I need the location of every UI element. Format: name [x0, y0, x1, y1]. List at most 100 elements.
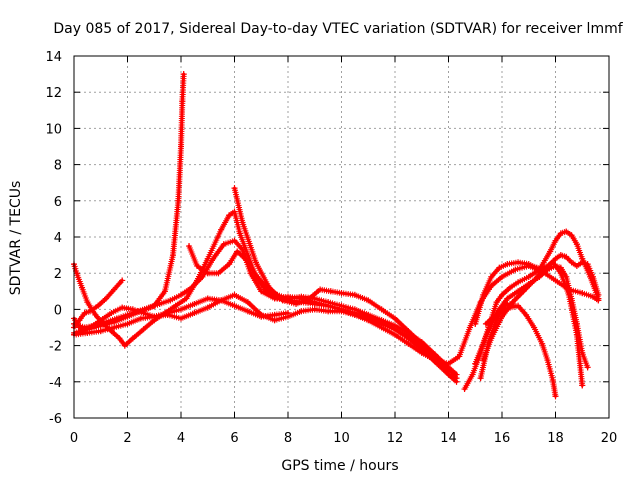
data-point — [544, 357, 551, 364]
data-point — [231, 237, 238, 244]
y-tick-label: -2 — [49, 340, 62, 355]
data-point — [378, 306, 385, 313]
data-point — [405, 328, 412, 335]
data-point — [172, 302, 179, 309]
data-point — [584, 261, 591, 268]
data-point — [531, 324, 538, 331]
data-point — [204, 270, 211, 277]
data-point — [365, 297, 372, 304]
data-point — [239, 246, 246, 253]
data-point — [461, 386, 468, 393]
data-point — [231, 185, 238, 192]
data-point — [271, 311, 278, 318]
data-point — [504, 300, 511, 307]
data-point — [116, 335, 123, 342]
data-point — [488, 282, 495, 289]
data-point — [488, 273, 495, 280]
data-point — [378, 320, 385, 327]
y-tick-label: 10 — [45, 122, 62, 137]
data-point — [533, 264, 540, 271]
data-point — [236, 230, 243, 237]
data-point — [579, 259, 586, 266]
y-tick-label: -4 — [49, 376, 62, 391]
data-point — [482, 320, 489, 327]
data-point — [188, 284, 195, 291]
data-point — [549, 259, 556, 266]
data-point — [129, 306, 136, 313]
data-point — [279, 297, 286, 304]
x-tick-label: 4 — [177, 431, 185, 446]
data-point — [531, 277, 538, 284]
data-point — [218, 297, 225, 304]
data-point — [179, 98, 186, 105]
data-point — [204, 295, 211, 302]
data-point — [210, 255, 217, 262]
data-point — [178, 143, 184, 150]
data-point — [258, 313, 265, 320]
data-point — [215, 270, 222, 277]
data-point — [338, 302, 345, 309]
data-point — [226, 212, 233, 219]
data-point — [293, 300, 300, 307]
data-point — [151, 302, 158, 309]
data-point — [178, 315, 184, 322]
data-point — [151, 313, 158, 320]
data-point — [97, 317, 104, 324]
y-tick-labels: -6 -4 -2 0 2 4 6 8 10 12 14 — [45, 50, 62, 427]
data-point — [298, 308, 305, 315]
data-point — [563, 253, 570, 260]
data-point — [552, 393, 559, 400]
data-point — [167, 297, 174, 304]
data-point — [124, 313, 131, 320]
data-point — [418, 349, 425, 356]
data-point — [432, 353, 439, 360]
data-point — [504, 261, 511, 268]
data-point — [97, 328, 104, 335]
data-point — [124, 320, 131, 327]
data-point — [507, 304, 514, 311]
data-point — [453, 375, 460, 382]
data-point — [499, 291, 505, 298]
data-point — [111, 286, 118, 293]
x-tick-label: 2 — [123, 431, 131, 446]
data-point — [552, 255, 559, 262]
data-point — [584, 364, 591, 371]
data-point — [231, 302, 238, 309]
data-point — [311, 306, 318, 313]
x-tick-label: 0 — [70, 431, 78, 446]
data-point — [351, 306, 358, 313]
data-point — [252, 272, 259, 279]
data-point — [97, 322, 104, 329]
data-point — [244, 299, 251, 306]
data-point — [103, 295, 110, 302]
data-point — [568, 232, 575, 239]
data-point — [579, 382, 586, 389]
y-tick-label: 4 — [54, 231, 62, 246]
data-point — [541, 264, 548, 271]
data-point — [325, 299, 332, 306]
x-tick-label: 18 — [547, 431, 564, 446]
data-point — [365, 315, 372, 322]
data-point — [515, 279, 522, 286]
data-point — [231, 208, 238, 215]
data-point — [178, 306, 184, 313]
data-point — [108, 310, 115, 317]
data-point — [472, 320, 479, 327]
data-point — [119, 304, 126, 311]
data-point — [244, 308, 251, 315]
data-point — [242, 255, 249, 262]
data-point — [178, 291, 184, 298]
data-point — [129, 335, 136, 342]
data-point — [480, 291, 487, 298]
data-point — [392, 326, 398, 333]
data-point — [121, 342, 128, 349]
y-tick-label: 14 — [45, 50, 62, 65]
data-point — [515, 288, 522, 295]
data-point — [445, 367, 452, 374]
data-point — [204, 304, 211, 311]
data-point — [84, 299, 91, 306]
data-point — [234, 248, 241, 255]
data-point — [285, 310, 291, 317]
